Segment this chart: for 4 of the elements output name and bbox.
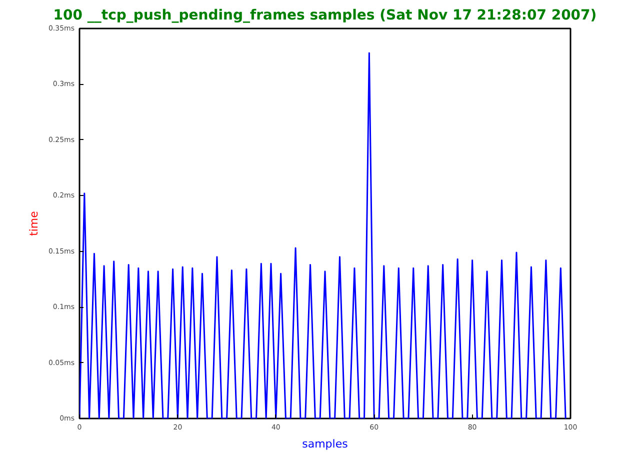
y-axis-title: time (27, 210, 40, 236)
x-axis-title: samples (302, 438, 348, 450)
chart-title: 100 __tcp_push_pending_frames samples (Sat Nov 17 21:28:07 2007) (53, 8, 597, 24)
line-series (80, 52, 566, 418)
